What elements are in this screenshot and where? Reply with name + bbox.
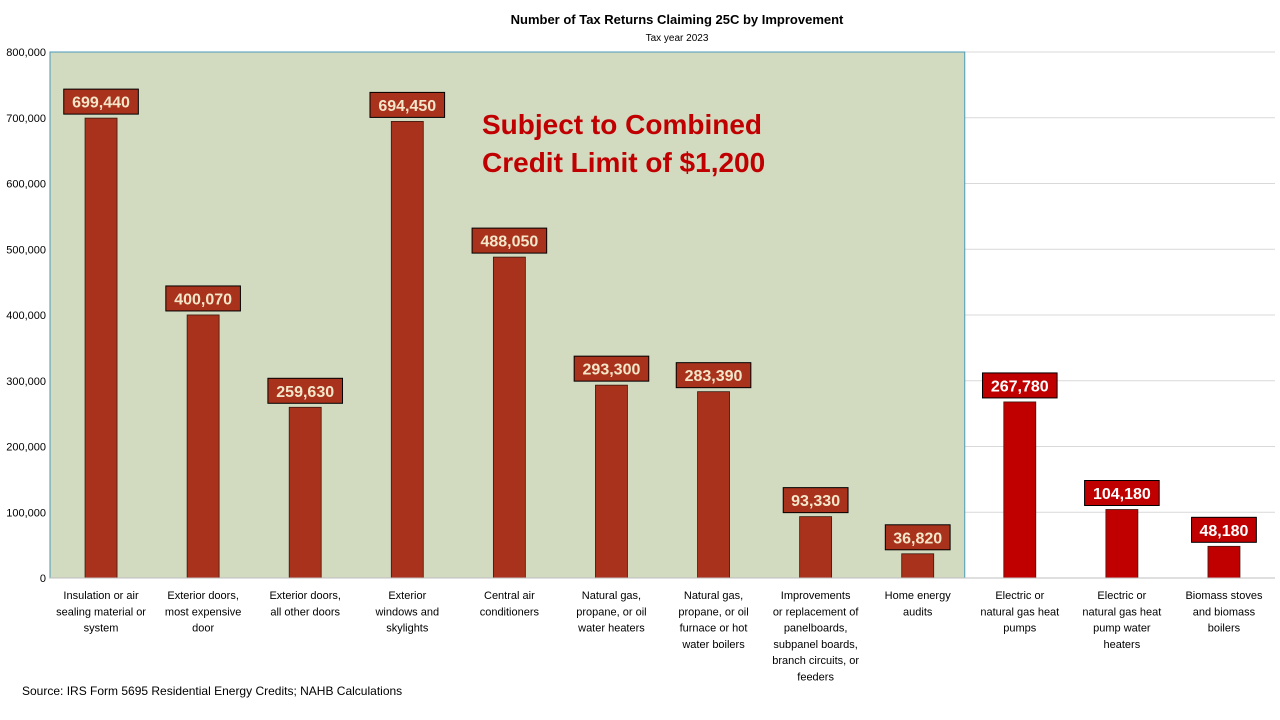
y-tick-label: 400,000 <box>6 310 46 322</box>
x-tick-label: Electric or natural gas heat pumps <box>980 590 1059 635</box>
y-tick-label: 100,000 <box>6 507 46 519</box>
data-label-box <box>165 285 241 312</box>
bar <box>492 256 526 579</box>
data-label: 694,450 <box>378 98 436 115</box>
data-label: 104,180 <box>1093 486 1151 503</box>
bar <box>288 406 322 579</box>
data-label-box <box>1084 480 1160 507</box>
chart-title: Number of Tax Returns Claiming 25C by Im… <box>511 12 844 27</box>
bar <box>186 314 220 579</box>
data-label: 488,050 <box>480 234 538 251</box>
data-label-box <box>63 88 139 115</box>
y-tick-label: 800,000 <box>6 47 46 59</box>
data-label: 267,780 <box>991 378 1049 395</box>
y-tick-label: 500,000 <box>6 244 46 256</box>
data-label-box <box>884 524 951 551</box>
bar <box>595 384 628 579</box>
bar <box>697 391 730 579</box>
y-axis-ticks: 0 100,000 200,000 300,000 400,000 500,000 600,… <box>6 47 46 585</box>
x-tick-label: Exterior doors, all other doors <box>269 590 341 618</box>
data-label-box <box>1191 516 1257 543</box>
annotation-line-1: Subject to Combined <box>482 109 762 140</box>
chart-subtitle: Tax year 2023 <box>646 33 709 44</box>
data-label: 283,390 <box>685 368 743 385</box>
y-tick-label: 0 <box>40 573 46 585</box>
data-label-box <box>782 487 849 514</box>
data-label-box <box>675 362 752 389</box>
x-tick-label: Home energy audits <box>885 590 952 618</box>
bar <box>1207 545 1241 579</box>
y-tick-label: 700,000 <box>6 113 46 125</box>
source-note: Source: IRS Form 5695 Residential Energy… <box>22 684 402 698</box>
x-tick-label: Central air conditioners <box>480 590 540 618</box>
x-axis-ticks: Insulation or air sealing material or syst… <box>56 590 1263 684</box>
data-label: 293,300 <box>583 362 641 379</box>
x-tick-label: Exterior doors, most expensive door <box>165 590 241 635</box>
annotation-line-2: Credit Limit of $1,200 <box>482 147 765 178</box>
data-label-box <box>369 91 446 118</box>
x-tick-label: Biomass stoves and biomass boilers <box>1185 590 1263 635</box>
x-tick-label: Electric or natural gas heat pump water hea… <box>1082 590 1161 651</box>
y-tick-label: 200,000 <box>6 442 46 454</box>
y-tick-label: 600,000 <box>6 179 46 191</box>
data-labels: 699,440 400,070 259,630 694,450 488,050 293,3… <box>63 88 1257 551</box>
x-tick-label: Exterior windows and skylights <box>374 590 439 635</box>
bars <box>84 117 1241 579</box>
data-label: 36,820 <box>893 530 942 547</box>
data-label: 93,330 <box>791 493 840 510</box>
data-label-box <box>573 355 650 382</box>
bar <box>390 120 424 579</box>
bar <box>84 117 118 579</box>
data-label: 400,070 <box>174 291 232 308</box>
y-tick-label: 300,000 <box>6 376 46 388</box>
data-label-box <box>471 227 548 254</box>
data-label-box <box>981 372 1058 399</box>
x-tick-label: Insulation or air sealing material or syst… <box>56 590 146 635</box>
data-label-box <box>267 377 344 404</box>
bar <box>1105 509 1139 579</box>
x-tick-label: Improvements or replacement of panelboards… <box>772 590 859 684</box>
x-tick-label: Natural gas, propane, or oil furnace or ho… <box>678 590 748 651</box>
bar <box>901 553 935 579</box>
bar <box>1003 401 1037 579</box>
x-tick-label: Natural gas, propane, or oil water heaters <box>576 590 646 635</box>
bar <box>799 516 833 579</box>
data-label: 699,440 <box>72 95 130 112</box>
data-label: 259,630 <box>276 384 334 401</box>
data-label: 48,180 <box>1199 523 1248 540</box>
